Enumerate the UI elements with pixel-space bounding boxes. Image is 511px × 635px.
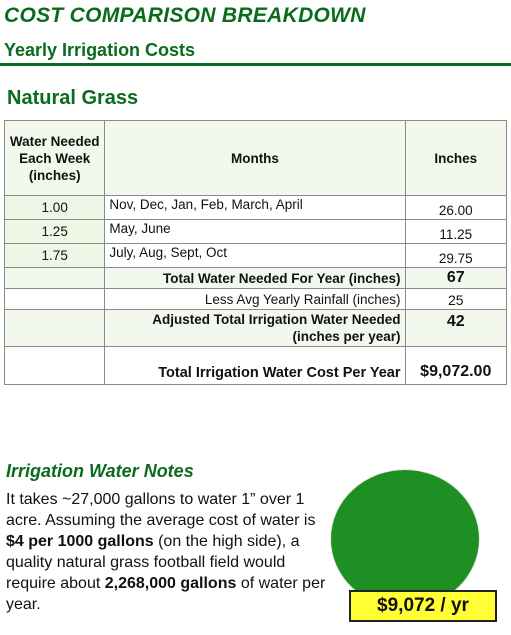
cost-badge: $9,072 / yr: [349, 590, 497, 622]
table-row: 1.00 Nov, Dec, Jan, Feb, March, April 26…: [3, 195, 508, 220]
months-cell: July, Aug, Sept, Oct: [104, 243, 406, 268]
notes-text: (on the high side), a quality natural gr…: [6, 533, 300, 592]
table-row: 1.75 July, Aug, Sept, Oct 29.75: [3, 243, 508, 268]
total-water-row: Total Water Needed For Year (inches) 67: [3, 267, 508, 289]
empty-cell: [3, 309, 106, 347]
inches-cell: 26.00: [404, 195, 508, 220]
inches-cell: 29.75: [404, 243, 508, 268]
table-header-row: Water Needed Each Week (inches) Months I…: [3, 120, 508, 196]
notes-text: It takes ~27,000 gallons to water 1” ove…: [6, 491, 316, 529]
header-months: Months: [104, 120, 406, 196]
months-cell: Nov, Dec, Jan, Feb, March, April: [104, 195, 406, 220]
header-inches: Inches: [404, 120, 508, 196]
total-water-label: Total Water Needed For Year (inches): [104, 267, 406, 289]
main-title: COST COMPARISON BREAKDOWN: [4, 4, 366, 27]
adjusted-total-row: Adjusted Total Irrigation Water Needed (…: [3, 309, 508, 347]
section-title: Natural Grass: [7, 87, 139, 109]
subtitle: Yearly Irrigation Costs: [4, 40, 196, 60]
notes-text: of water per year.: [6, 575, 326, 613]
divider: [0, 63, 511, 66]
rainfall-value: 25: [404, 288, 508, 310]
notes-title: Irrigation Water Notes: [6, 461, 194, 481]
adjusted-total-label: Adjusted Total Irrigation Water Needed (…: [104, 309, 406, 347]
cost-label: Total Irrigation Water Cost Per Year: [104, 346, 406, 385]
rate-cell: 1.00: [3, 195, 106, 220]
rate-cell: 1.75: [3, 243, 106, 268]
cost-row: Total Irrigation Water Cost Per Year $9,…: [3, 346, 508, 385]
rainfall-label: Less Avg Yearly Rainfall (inches): [104, 288, 406, 310]
header-water-needed: Water Needed Each Week (inches): [3, 120, 106, 196]
adjusted-total-value: 42: [404, 309, 508, 347]
months-cell: May, June: [104, 219, 406, 244]
empty-cell: [3, 288, 106, 310]
rainfall-row: Less Avg Yearly Rainfall (inches) 25: [3, 288, 508, 310]
table-row: 1.25 May, June 11.25: [3, 219, 508, 244]
total-water-value: 67: [404, 267, 508, 289]
rate-cell: 1.25: [3, 219, 106, 244]
notes-highlight: $4 per 1000 gallons: [6, 533, 154, 550]
cost-table: Water Needed Each Week (inches) Months I…: [3, 120, 508, 385]
empty-cell: [3, 346, 106, 385]
notes-paragraph: It takes ~27,000 gallons to water 1” ove…: [6, 489, 326, 615]
cost-value: $9,072.00: [404, 346, 508, 385]
green-circle: [331, 470, 479, 608]
empty-cell: [3, 267, 106, 289]
inches-cell: 11.25: [404, 219, 508, 244]
notes-highlight: 2,268,000 gallons: [104, 575, 237, 592]
